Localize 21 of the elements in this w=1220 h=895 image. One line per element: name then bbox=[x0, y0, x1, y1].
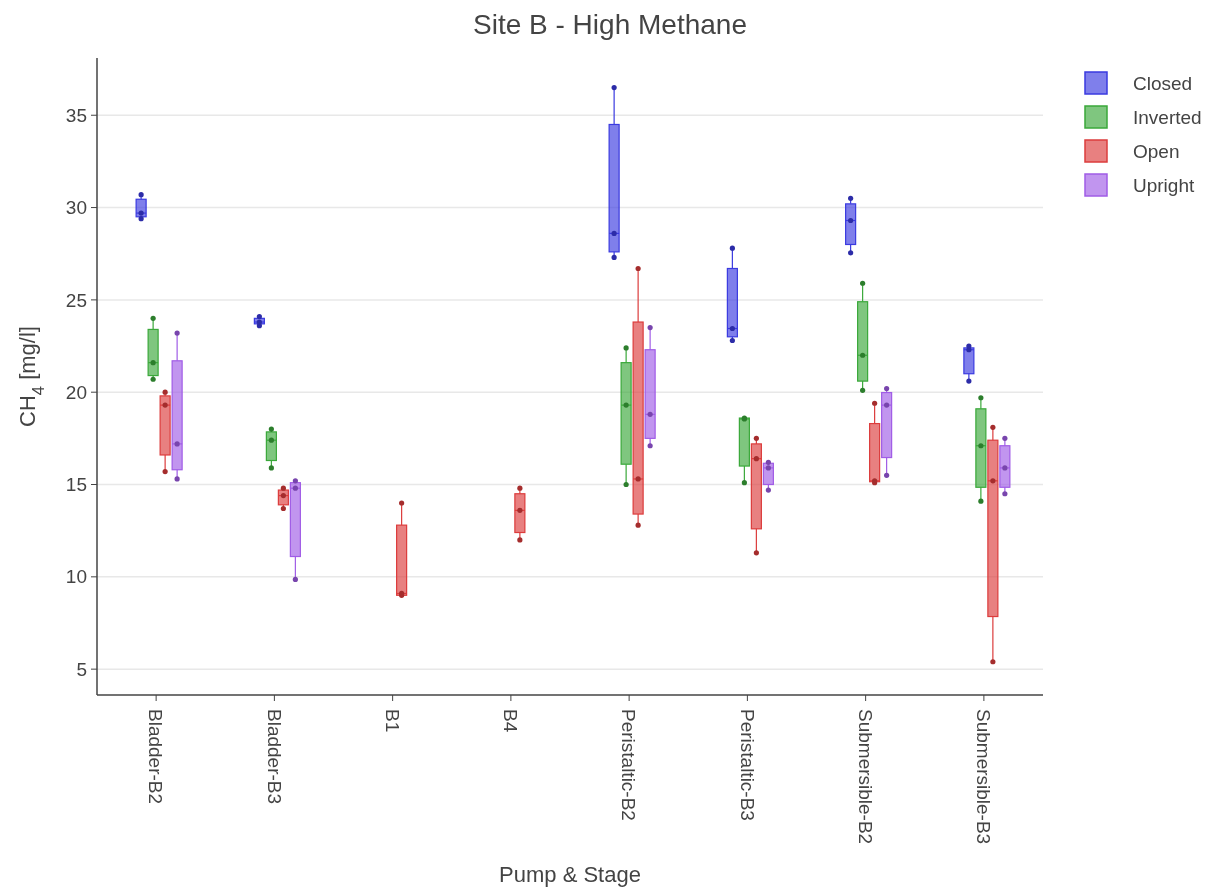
y-tick-label: 5 bbox=[76, 658, 87, 680]
chart-title: Site B - High Methane bbox=[473, 9, 747, 40]
y-tick-label: 20 bbox=[65, 381, 87, 403]
legend-label: Inverted bbox=[1133, 106, 1202, 128]
y-tick-label: 35 bbox=[65, 104, 87, 126]
x-tick-label: B1 bbox=[381, 709, 403, 733]
x-tick-label: Bladder-B2 bbox=[145, 709, 167, 805]
y-tick-label: 25 bbox=[65, 289, 87, 311]
y-tick-label: 30 bbox=[65, 197, 87, 219]
x-axis-title: Pump & Stage bbox=[499, 862, 641, 887]
legend-label: Closed bbox=[1133, 72, 1193, 94]
y-tick-label: 15 bbox=[65, 474, 87, 496]
x-tick-label: B4 bbox=[500, 709, 522, 733]
legend-label: Upright bbox=[1133, 174, 1195, 196]
y-tick-label: 10 bbox=[65, 566, 87, 588]
x-tick-label: Submersible-B3 bbox=[973, 709, 995, 845]
x-tick-label: Bladder-B3 bbox=[263, 709, 285, 805]
legend-label: Open bbox=[1133, 140, 1180, 162]
x-tick-label: Submersible-B2 bbox=[854, 709, 876, 845]
x-tick-label: Peristaltic-B3 bbox=[736, 709, 758, 821]
x-tick-label: Peristaltic-B2 bbox=[618, 709, 640, 821]
